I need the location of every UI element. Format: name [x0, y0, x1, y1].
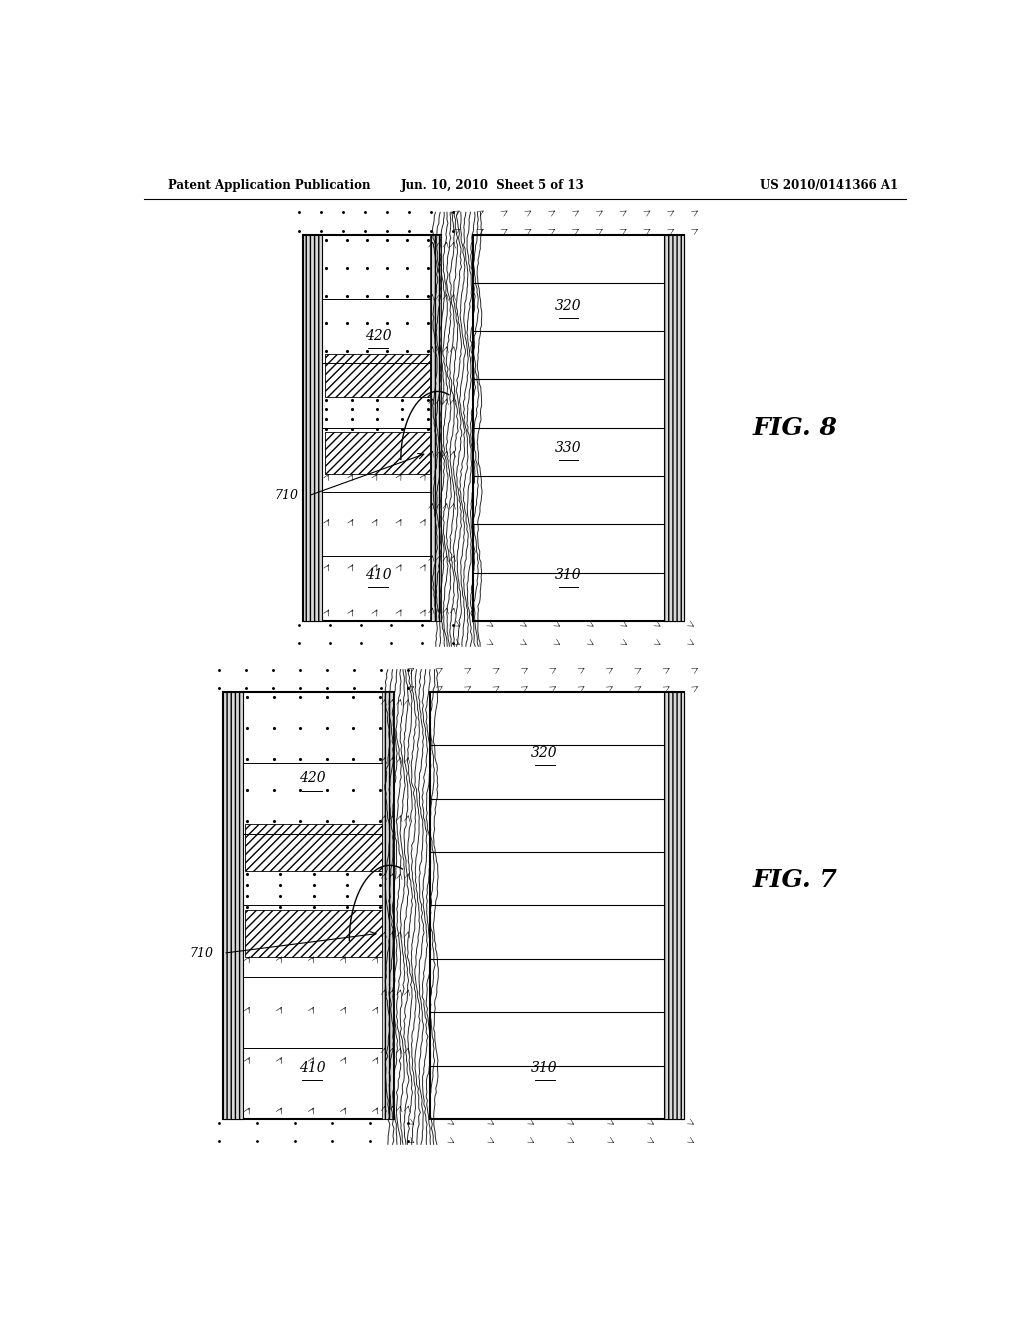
- Text: 710: 710: [274, 490, 299, 503]
- Bar: [303, 235, 323, 620]
- Text: FIG. 8: FIG. 8: [753, 416, 837, 440]
- Bar: [223, 692, 243, 1119]
- Text: 420: 420: [365, 329, 391, 343]
- Text: 310: 310: [555, 568, 582, 582]
- Bar: [303, 235, 441, 620]
- Text: 310: 310: [531, 1061, 558, 1074]
- Bar: [664, 235, 684, 620]
- Bar: [325, 354, 430, 397]
- Text: 320: 320: [531, 746, 558, 760]
- Text: Patent Application Publication: Patent Application Publication: [168, 180, 371, 193]
- Text: 410: 410: [365, 568, 391, 582]
- Text: 410: 410: [299, 1061, 326, 1074]
- Text: Jun. 10, 2010  Sheet 5 of 13: Jun. 10, 2010 Sheet 5 of 13: [401, 180, 585, 193]
- Bar: [664, 692, 684, 1119]
- Bar: [223, 692, 394, 1119]
- Bar: [382, 692, 394, 1119]
- Text: FIG. 7: FIG. 7: [753, 869, 837, 892]
- Bar: [473, 235, 684, 620]
- Text: 330: 330: [555, 441, 582, 455]
- Text: 710: 710: [189, 946, 214, 960]
- Text: 420: 420: [299, 771, 326, 785]
- Bar: [246, 825, 382, 871]
- Text: US 2010/0141366 A1: US 2010/0141366 A1: [760, 180, 898, 193]
- Bar: [325, 432, 430, 474]
- Bar: [430, 235, 441, 620]
- Bar: [430, 692, 684, 1119]
- Text: 320: 320: [555, 298, 582, 313]
- Bar: [246, 909, 382, 957]
